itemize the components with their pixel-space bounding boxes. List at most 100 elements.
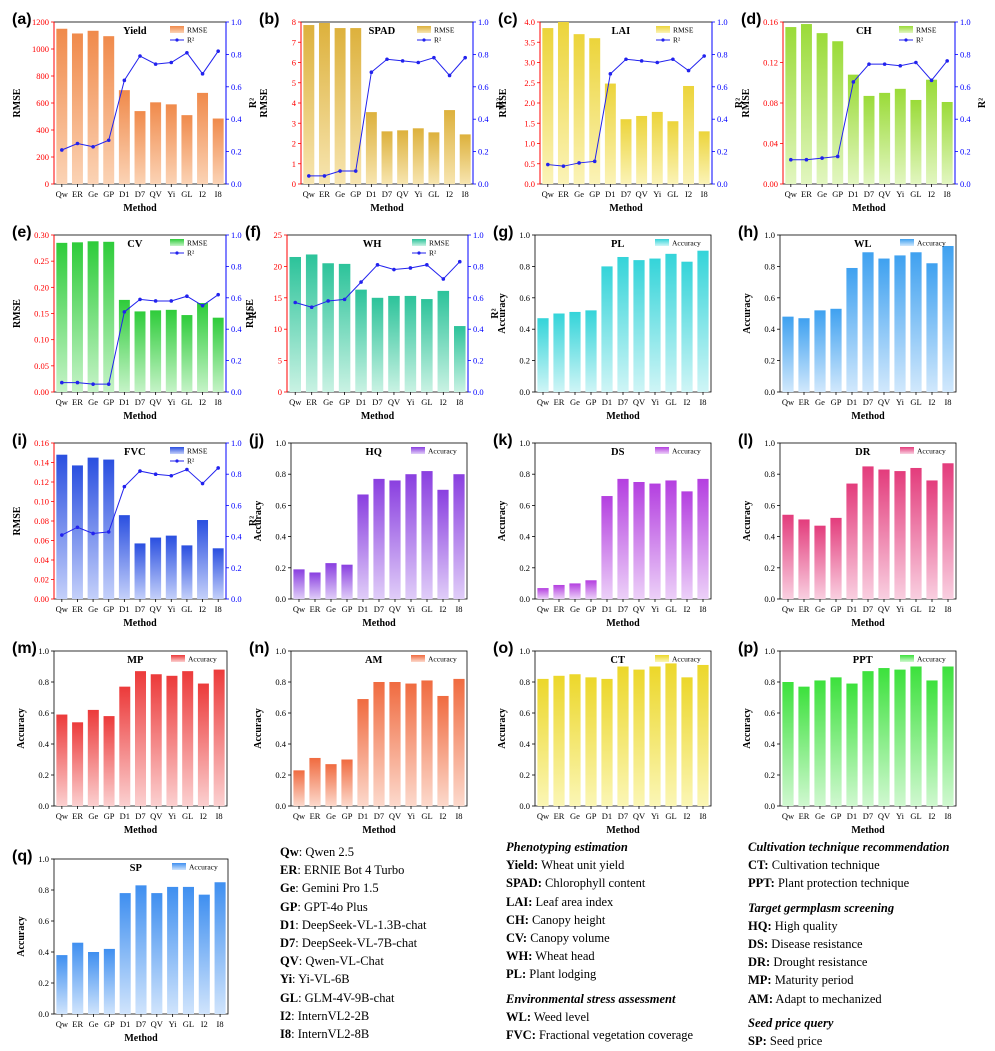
legend-label-line: R²: [187, 457, 195, 466]
r2-point-ER: [309, 305, 314, 310]
bar-Yi: [165, 309, 177, 392]
y-tick-label: 0.6: [275, 708, 286, 718]
bar-Ge: [334, 28, 346, 184]
legend-label-line: R²: [187, 249, 195, 258]
y-tick-label: 0.8: [275, 677, 286, 687]
model-legend-row: I8: InternVL2-8B: [280, 1025, 426, 1043]
r2-point-GP: [342, 297, 347, 302]
x-tick-label: I8: [944, 604, 951, 614]
r2-point-QV: [153, 62, 158, 66]
legend-abbr: D1: [280, 917, 296, 932]
x-axis-label: Method: [606, 411, 640, 422]
y2-tick-label: 0.4: [478, 114, 489, 124]
bar-I2: [197, 520, 209, 599]
x-tick-label: I8: [215, 604, 222, 614]
y-tick-label: 0.0: [275, 801, 286, 811]
task-abbreviation-legend-phenotyping: Phenotyping estimation Yield: Wheat unit …: [506, 838, 693, 1044]
bar-ER: [71, 242, 83, 392]
bar-GP: [103, 36, 115, 185]
legend-abbr: LAI:: [506, 894, 533, 909]
legend-swatch-marker: [422, 38, 426, 42]
y-tick-label: 0.6: [519, 500, 530, 510]
r2-point-D1: [369, 70, 374, 75]
bar-I8: [454, 326, 466, 392]
x-tick-label: GL: [183, 1019, 194, 1029]
x-tick-label: Qw: [782, 397, 795, 407]
y-tick-label: 0.0: [519, 801, 530, 811]
legend-abbr: DS:: [748, 937, 769, 952]
y-tick-label: 0.12: [763, 58, 778, 68]
task-legend-row: DS: Disease resistance: [748, 935, 949, 953]
x-tick-label: ER: [799, 811, 810, 821]
x-tick-label: ER: [558, 189, 569, 199]
legend-desc: Canopy height: [528, 912, 606, 927]
x-tick-label: Yi: [407, 604, 416, 614]
x-tick-label: ER: [554, 604, 565, 614]
x-tick-label: Ge: [89, 1019, 99, 1029]
y2-tick-label: 0.4: [231, 324, 242, 334]
legend-desc: Disease resistance: [768, 937, 863, 952]
model-legend-row: Qw: Qwen 2.5: [280, 843, 426, 861]
y-tick-label: 0.8: [519, 469, 530, 479]
x-tick-label: QV: [633, 397, 646, 407]
y-tick-label: 0.00: [34, 387, 49, 397]
x-tick-label: Yi: [169, 1019, 178, 1029]
y-axis-label: RMSE: [498, 88, 509, 117]
y2-axis-label: R²: [977, 98, 988, 108]
x-tick-label: D1: [847, 604, 857, 614]
bar-I2: [926, 480, 938, 599]
r2-point-GL: [671, 57, 675, 62]
panel-label: (k): [493, 432, 513, 449]
y-tick-label: 0.2: [519, 563, 530, 573]
x-tick-label: D1: [356, 397, 366, 407]
r2-point-ER: [322, 174, 327, 178]
legend-desc: : GPT-4o Plus: [297, 899, 368, 914]
bar-QV: [389, 682, 401, 806]
bar-GP: [103, 241, 115, 392]
r2-point-D7: [138, 54, 142, 58]
r2-point-I2: [929, 78, 934, 83]
x-tick-label: D1: [120, 811, 130, 821]
bar-I2: [681, 491, 693, 599]
y-axis-label: RMSE: [741, 88, 752, 117]
x-tick-label: Ge: [570, 397, 580, 407]
chart-panel-i: 0.00 0.02 0.04 0.06 0.08 0.10 0.12 0.14 0.16 Qw ER…: [12, 432, 259, 629]
bar-GL: [428, 132, 440, 184]
chart-title: PPT: [853, 655, 873, 666]
y2-tick-label: 1.0: [231, 17, 242, 27]
y-tick-label: 1.5: [524, 118, 535, 128]
bar-QV: [633, 482, 645, 599]
y2-tick-label: 0.0: [478, 179, 489, 189]
bar-Ge: [573, 34, 585, 185]
x-tick-label: I2: [928, 811, 935, 821]
y-tick-label: 0.4: [519, 324, 530, 334]
bar-D7: [617, 666, 629, 806]
y-axis-label: RMSE: [12, 88, 23, 117]
bar-I8: [942, 245, 954, 392]
legend-swatch-bar: [417, 26, 431, 33]
r2-point-Yi: [169, 60, 174, 65]
chart-title: HQ: [366, 447, 382, 458]
legend-label-bar: RMSE: [429, 239, 450, 248]
x-tick-label: GL: [665, 604, 676, 614]
x-tick-label: Yi: [651, 604, 660, 614]
y-tick-label: 20: [274, 261, 283, 271]
y-tick-label: 0.0: [764, 801, 775, 811]
legend-desc: High quality: [771, 918, 838, 933]
x-tick-label: I8: [215, 189, 222, 199]
x-axis-label: Method: [124, 1033, 158, 1044]
x-tick-label: Yi: [167, 604, 176, 614]
y-tick-label: 0.00: [763, 179, 778, 189]
bar-D1: [119, 686, 131, 806]
r2-point-I2: [200, 303, 205, 308]
y-tick-label: 400: [36, 125, 49, 135]
y-tick-label: 0.6: [275, 500, 286, 510]
bar-GL: [667, 121, 679, 184]
bar-I2: [681, 261, 693, 392]
y2-tick-label: 0.8: [960, 49, 971, 59]
legend-swatch-bar: [412, 239, 426, 246]
r2-point-GP: [106, 138, 111, 143]
legend-label-bar: Accuracy: [428, 655, 457, 664]
bar-Yi: [649, 666, 661, 806]
